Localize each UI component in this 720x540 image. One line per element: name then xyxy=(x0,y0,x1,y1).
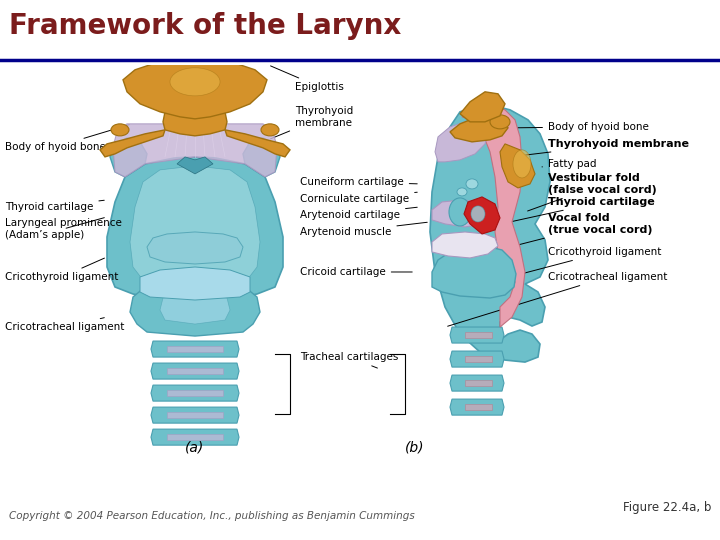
Text: Cricotracheal ligament: Cricotracheal ligament xyxy=(448,272,667,326)
Text: Thyrohyoid membrane: Thyrohyoid membrane xyxy=(513,139,689,157)
Ellipse shape xyxy=(466,179,478,189)
Polygon shape xyxy=(435,122,488,162)
Polygon shape xyxy=(110,138,147,177)
Polygon shape xyxy=(100,130,165,157)
Polygon shape xyxy=(167,368,223,374)
Polygon shape xyxy=(167,390,223,396)
Ellipse shape xyxy=(513,150,531,178)
Polygon shape xyxy=(113,124,277,177)
Text: (b): (b) xyxy=(405,440,425,454)
Polygon shape xyxy=(465,332,492,338)
Polygon shape xyxy=(130,282,260,336)
Text: Body of hyoid bone: Body of hyoid bone xyxy=(513,122,649,132)
Polygon shape xyxy=(243,138,280,177)
Text: Framework of the Larynx: Framework of the Larynx xyxy=(9,12,401,40)
Text: Epiglottis: Epiglottis xyxy=(271,66,344,92)
Text: Cricothyroid ligament: Cricothyroid ligament xyxy=(5,258,118,282)
Polygon shape xyxy=(167,346,223,352)
Text: (a): (a) xyxy=(185,440,204,454)
Polygon shape xyxy=(147,232,243,264)
Polygon shape xyxy=(107,157,283,297)
Polygon shape xyxy=(450,116,508,142)
Text: Fatty pad: Fatty pad xyxy=(542,159,596,169)
Text: Body of hyoid bone: Body of hyoid bone xyxy=(5,125,130,152)
Polygon shape xyxy=(151,385,239,401)
Text: Cricotracheal ligament: Cricotracheal ligament xyxy=(5,318,125,332)
Polygon shape xyxy=(460,92,505,122)
Text: Arytenoid cartilage: Arytenoid cartilage xyxy=(300,207,418,220)
Polygon shape xyxy=(177,157,213,174)
Polygon shape xyxy=(130,166,260,286)
Polygon shape xyxy=(500,144,535,188)
Text: Tracheal cartilages: Tracheal cartilages xyxy=(300,352,398,368)
Text: Corniculate cartilage: Corniculate cartilage xyxy=(300,192,417,204)
Ellipse shape xyxy=(457,188,467,196)
Text: Cuneiform cartilage: Cuneiform cartilage xyxy=(300,177,417,187)
Polygon shape xyxy=(151,341,239,357)
Polygon shape xyxy=(151,363,239,379)
Polygon shape xyxy=(450,351,504,367)
Text: Copyright © 2004 Pearson Education, Inc., publishing as Benjamin Cummings: Copyright © 2004 Pearson Education, Inc.… xyxy=(9,511,415,521)
Polygon shape xyxy=(464,197,500,234)
Polygon shape xyxy=(450,327,504,343)
Text: Thyroid cartilage: Thyroid cartilage xyxy=(513,197,654,221)
Polygon shape xyxy=(167,434,223,440)
Polygon shape xyxy=(151,429,239,445)
Polygon shape xyxy=(450,375,504,391)
Polygon shape xyxy=(432,232,498,258)
Polygon shape xyxy=(225,130,290,157)
Polygon shape xyxy=(160,294,230,324)
Text: Figure 22.4a, b: Figure 22.4a, b xyxy=(623,501,711,514)
Ellipse shape xyxy=(471,206,485,222)
Ellipse shape xyxy=(261,124,279,136)
Text: Vocal fold
(true vocal cord): Vocal fold (true vocal cord) xyxy=(513,213,652,246)
Text: Cricothyroid ligament: Cricothyroid ligament xyxy=(463,247,662,289)
Polygon shape xyxy=(432,200,495,227)
Polygon shape xyxy=(450,399,504,415)
Text: Thyrohyoid
membrane: Thyrohyoid membrane xyxy=(271,106,354,139)
Text: Laryngeal prominence
(Adam’s apple): Laryngeal prominence (Adam’s apple) xyxy=(5,218,122,240)
Polygon shape xyxy=(432,246,516,298)
Text: Arytenoid muscle: Arytenoid muscle xyxy=(300,222,427,237)
Text: Vestibular fold
(false vocal cord): Vestibular fold (false vocal cord) xyxy=(528,173,657,211)
Text: Cricoid cartilage: Cricoid cartilage xyxy=(300,267,413,277)
Polygon shape xyxy=(163,104,227,136)
Polygon shape xyxy=(462,106,525,327)
Polygon shape xyxy=(465,404,492,410)
Polygon shape xyxy=(151,407,239,423)
Polygon shape xyxy=(140,267,250,300)
Ellipse shape xyxy=(490,115,510,129)
Polygon shape xyxy=(167,412,223,418)
Polygon shape xyxy=(465,380,492,386)
Ellipse shape xyxy=(170,68,220,96)
Text: Thyroid cartilage: Thyroid cartilage xyxy=(5,200,104,212)
Polygon shape xyxy=(465,356,492,362)
Polygon shape xyxy=(123,61,267,119)
Ellipse shape xyxy=(449,198,471,226)
Polygon shape xyxy=(430,105,550,362)
Ellipse shape xyxy=(111,124,129,136)
